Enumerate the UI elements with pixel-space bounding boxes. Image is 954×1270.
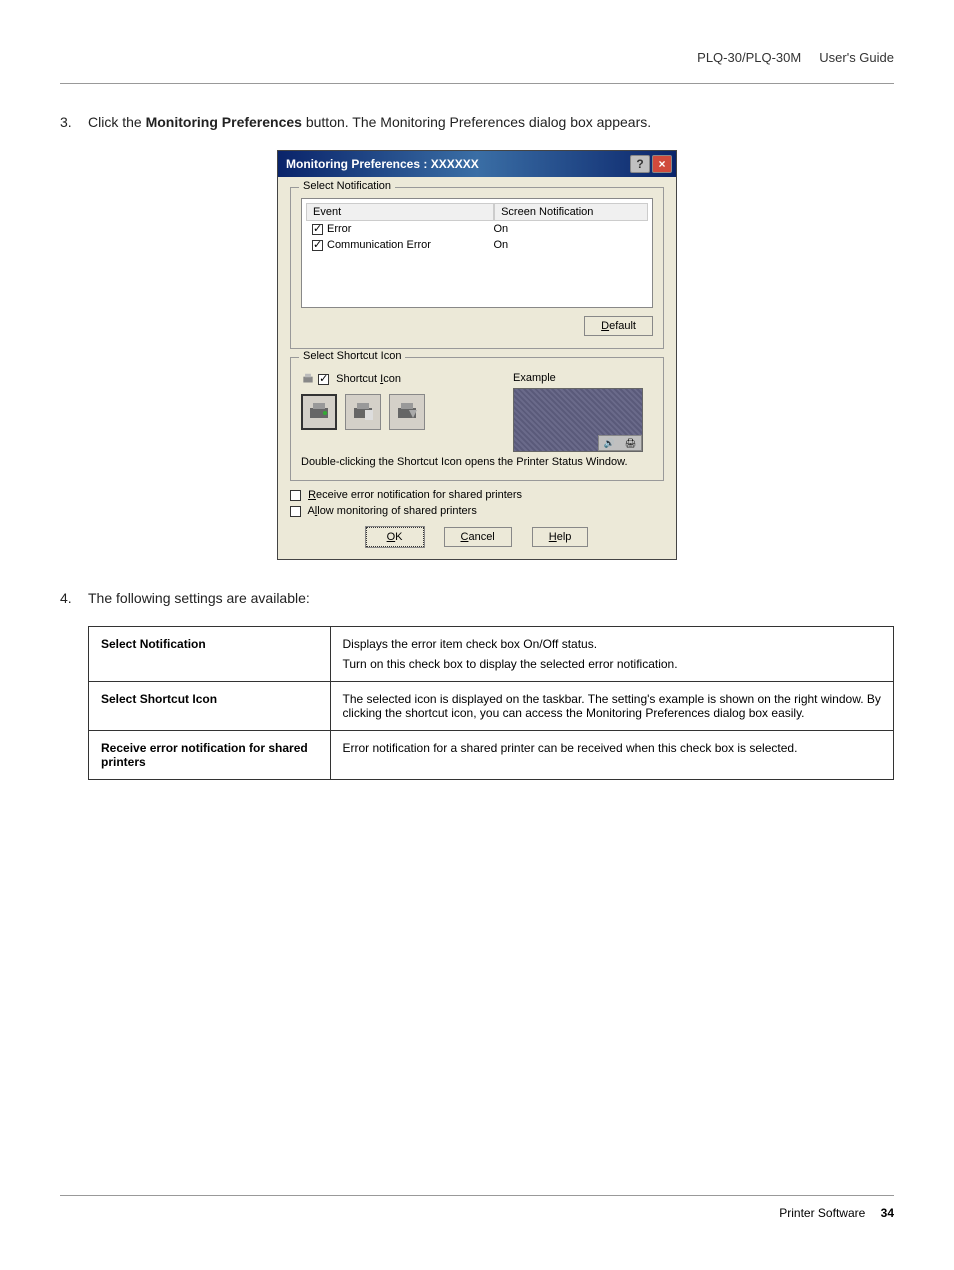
tray-printer-icon: 🖨 [625, 438, 636, 449]
cell-label: Select Shortcut Icon [89, 682, 331, 731]
step-4-text: The following settings are available: [88, 590, 310, 606]
guide-name: User's Guide [819, 50, 894, 65]
checkbox-icon[interactable] [312, 224, 323, 235]
shortcut-icon-option-2[interactable] [345, 394, 381, 430]
shortcut-hint: Double-clicking the Shortcut Icon opens … [301, 456, 653, 468]
dialog-title: Monitoring Preferences : XXXXXX [286, 157, 479, 171]
step-3: 3. Click the Monitoring Preferences butt… [60, 114, 894, 130]
col-screen: Screen Notification [494, 203, 648, 221]
row-label: Communication Error [327, 239, 431, 251]
table-row: Select Notification Displays the error i… [89, 627, 894, 682]
step-4: 4. The following settings are available: [60, 590, 894, 606]
example-preview: 🔊 🖨 [513, 388, 643, 452]
select-notification-group: Select Notification Event Screen Notific… [290, 187, 664, 349]
system-tray: 🔊 🖨 [598, 435, 642, 451]
page-footer: Printer Software 34 [60, 1195, 894, 1220]
dialog-buttons: OK Cancel Help [290, 527, 664, 547]
tray-speaker-icon: 🔊 [604, 438, 615, 449]
notification-header: Event Screen Notification [306, 203, 648, 221]
printer-icon [301, 372, 315, 386]
footer-section: Printer Software [779, 1206, 865, 1220]
close-icon[interactable]: × [652, 155, 672, 173]
shortcut-left: Shortcut Icon [301, 372, 513, 440]
titlebar-buttons: ? × [630, 155, 672, 173]
printer-arrow-icon [395, 400, 419, 424]
allow-monitoring-checkbox[interactable]: Allow monitoring of shared printers [290, 505, 664, 517]
u: C [461, 531, 469, 543]
row-value: On [494, 223, 643, 235]
cell-desc: Error notification for a shared printer … [330, 731, 894, 780]
u: H [549, 531, 557, 543]
cell-desc: The selected icon is displayed on the ta… [330, 682, 894, 731]
default-button-row: Default [301, 316, 653, 336]
footer-page: 34 [881, 1206, 894, 1220]
icon-options [301, 394, 513, 430]
settings-table: Select Notification Displays the error i… [88, 626, 894, 780]
table-row: Select Shortcut Icon The selected icon i… [89, 682, 894, 731]
checkbox-icon[interactable] [290, 490, 301, 501]
dialog-titlebar: Monitoring Preferences : XXXXXX ? × [278, 151, 676, 177]
select-shortcut-title: Select Shortcut Icon [299, 350, 405, 362]
notification-row[interactable]: Error On [306, 221, 648, 237]
help-icon[interactable]: ? [630, 155, 650, 173]
cell-desc: Displays the error item check box On/Off… [330, 627, 894, 682]
help-button[interactable]: Help [532, 527, 589, 547]
printer-green-icon [307, 400, 331, 424]
checkbox-icon[interactable] [312, 240, 323, 251]
u: R [308, 489, 316, 501]
shortcut-row: Shortcut Icon [301, 372, 653, 452]
product-name: PLQ-30/PLQ-30M [697, 50, 801, 65]
col-event: Event [306, 203, 494, 221]
step-3-number: 3. [60, 114, 88, 130]
cell-label: Select Notification [89, 627, 331, 682]
receive-error-checkbox[interactable]: Receive error notification for shared pr… [290, 489, 664, 501]
checkbox-icon[interactable] [290, 506, 301, 517]
default-button[interactable]: Default [584, 316, 653, 336]
dialog-body: Select Notification Event Screen Notific… [278, 177, 676, 559]
step-4-number: 4. [60, 590, 88, 606]
notification-row[interactable]: Communication Error On [306, 237, 648, 253]
select-shortcut-group: Select Shortcut Icon Shortcut Icon [290, 357, 664, 481]
u: l [315, 505, 317, 517]
u: I [380, 373, 383, 385]
desc-line: Displays the error item check box On/Off… [343, 637, 882, 651]
row-label: Error [327, 223, 351, 235]
select-notification-title: Select Notification [299, 180, 395, 192]
page-header: PLQ-30/PLQ-30M User's Guide [0, 0, 954, 75]
shortcut-icon-option-1[interactable] [301, 394, 337, 430]
desc-line: Turn on this check box to display the se… [343, 657, 882, 671]
ok-button[interactable]: OK [366, 527, 424, 547]
printer-doc-icon [351, 400, 375, 424]
checkbox-icon[interactable] [318, 374, 329, 385]
step3-post: button. The Monitoring Preferences dialo… [302, 114, 651, 130]
u: D [601, 320, 609, 332]
u: O [387, 531, 396, 543]
cancel-button[interactable]: Cancel [444, 527, 512, 547]
page-content: 3. Click the Monitoring Preferences butt… [0, 84, 954, 780]
step3-bold: Monitoring Preferences [146, 114, 302, 130]
cell-label: Receive error notification for shared pr… [89, 731, 331, 780]
monitoring-preferences-dialog: Monitoring Preferences : XXXXXX ? × Sele… [277, 150, 677, 560]
row-value: On [494, 239, 643, 251]
example-box: Example 🔊 🖨 [513, 372, 653, 452]
step3-pre: Click the [88, 114, 146, 130]
notification-list[interactable]: Event Screen Notification Error On Commu… [301, 198, 653, 308]
example-label: Example [513, 372, 653, 384]
table-row: Receive error notification for shared pr… [89, 731, 894, 780]
shortcut-icon-checkbox[interactable]: Shortcut Icon [301, 372, 513, 386]
dialog-wrapper: Monitoring Preferences : XXXXXX ? × Sele… [60, 150, 894, 560]
shortcut-icon-option-3[interactable] [389, 394, 425, 430]
step-3-text: Click the Monitoring Preferences button.… [88, 114, 651, 130]
